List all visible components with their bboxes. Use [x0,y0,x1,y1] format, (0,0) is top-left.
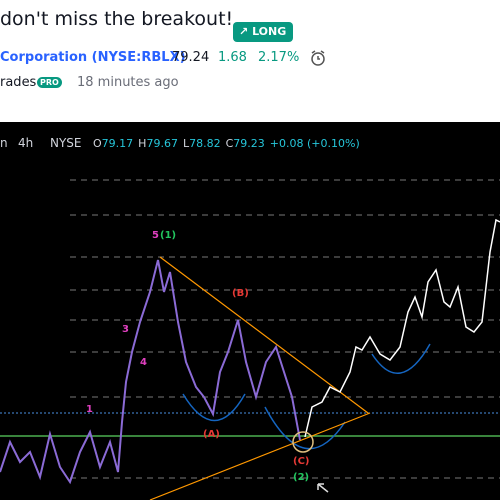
change: 1.68 [218,50,247,65]
wave-label: (B) [232,288,249,299]
wave-label: (C) [293,456,309,467]
ohlc-value: 79.23 [233,137,265,150]
ohlc-value: 78.82 [189,137,221,150]
ohlc-label: H [138,137,146,150]
wave-label: 1 [86,404,93,415]
price: 79.24 [172,50,210,65]
wave-label: 5 [152,230,159,241]
author[interactable]: rades [0,75,37,90]
badge-text: LONG [252,25,287,38]
wave-label: 3 [122,324,129,335]
idea-title: don't miss the breakout! [0,8,234,30]
ohlc-change: +0.08 (+0.10%) [270,137,360,150]
ohlc-label: L [183,137,190,150]
ohlc-label: O [93,137,102,150]
exchange: NYSE [50,136,82,150]
long-badge: ↗ LONG [233,22,293,42]
alert-icon[interactable] [308,48,328,68]
symbol-link[interactable]: Corporation (NYSE:RBLX) [0,50,186,65]
wave-label: 4 [140,357,147,368]
wave-label: (A) [203,429,220,440]
interval: 4h [18,136,33,150]
pro-badge: PRO [37,77,62,88]
ohlc-value: 79.17 [102,137,134,150]
change-pct: 2.17% [258,50,300,65]
ohlc-value: 79.67 [146,137,178,150]
ohlc-label: C [226,137,234,150]
timestamp: 18 minutes ago [77,75,179,90]
symbol-tail: n [0,136,8,150]
wave-label: (1) [160,230,176,241]
chart: 5 (1)(B)341(A)(C)(2) n 4h NYSE O79.17 H79.… [0,122,500,500]
wave-label: (2) [293,472,309,483]
